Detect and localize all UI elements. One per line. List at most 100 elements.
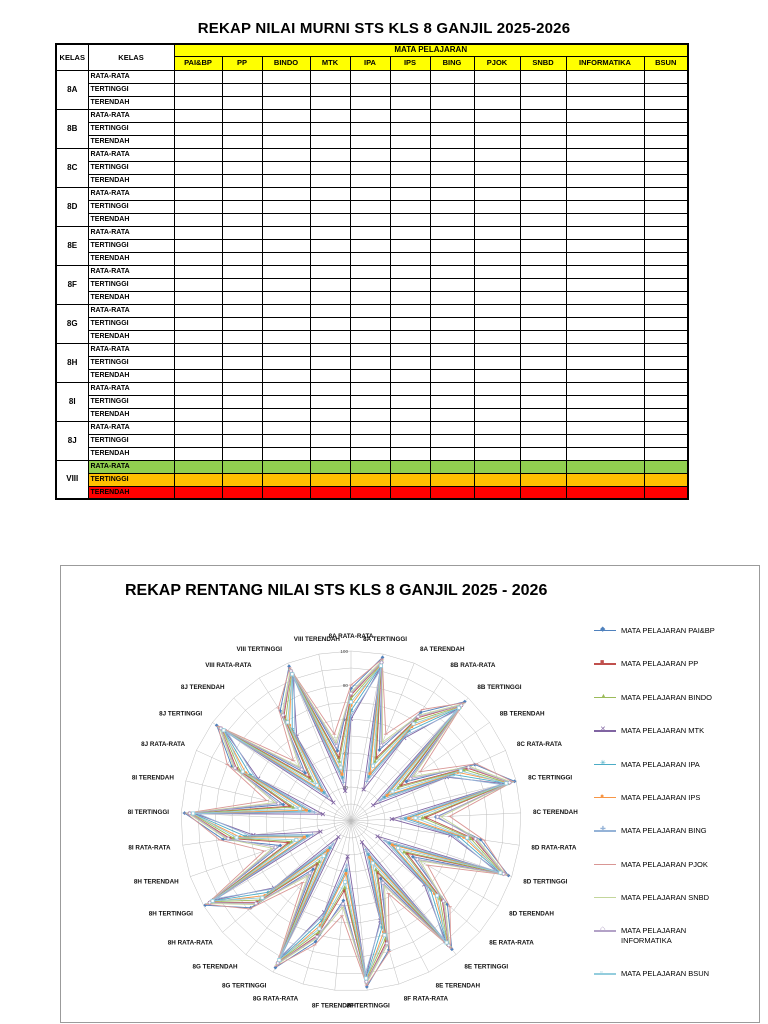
- value-cell: [309, 485, 351, 500]
- value-cell: [389, 290, 431, 305]
- value-cell: [643, 121, 689, 136]
- category-label: 8G TERTINGGI: [222, 983, 267, 990]
- value-cell: [473, 238, 521, 253]
- value-cell: [565, 186, 645, 201]
- value-cell: [565, 329, 645, 344]
- series-marker: [337, 759, 342, 763]
- series-marker: [504, 781, 509, 786]
- series-marker: [307, 870, 313, 876]
- category-label: 8I TERENDAH: [132, 774, 174, 781]
- legend-marker-icon: ◆: [594, 626, 616, 635]
- header-subject: BING: [429, 55, 475, 71]
- value-cell: [309, 316, 351, 331]
- row-label-cell: TERTINGGI: [87, 433, 175, 448]
- series-marker: [506, 873, 511, 878]
- series-marker: [187, 810, 193, 816]
- value-cell: [473, 316, 521, 331]
- series-marker: [326, 848, 330, 852]
- value-cell: [643, 264, 689, 279]
- row-label-cell: TERENDAH: [87, 134, 175, 149]
- series-marker: [273, 844, 278, 850]
- grid-spoke: [350, 820, 499, 907]
- value-cell: [221, 433, 263, 448]
- value-cell: [429, 433, 475, 448]
- series-marker: [316, 930, 321, 934]
- value-cell: [221, 407, 263, 422]
- series-marker: [294, 837, 299, 842]
- grid-spoke: [203, 820, 352, 907]
- value-cell: [221, 394, 263, 409]
- value-cell: [349, 108, 391, 123]
- series-marker: [281, 802, 286, 807]
- value-cell: [221, 173, 263, 188]
- value-cell: [473, 82, 521, 97]
- series-marker: [449, 947, 454, 952]
- value-cell: [429, 173, 475, 188]
- value-cell: [173, 342, 223, 357]
- legend-label: MATA PELAJARAN PP: [621, 659, 699, 669]
- value-cell: [565, 160, 645, 175]
- value-cell: [349, 290, 391, 305]
- class-group-cell: VIII: [55, 459, 89, 500]
- series-marker: [402, 849, 406, 854]
- value-cell: [221, 82, 263, 97]
- series-marker: [310, 832, 315, 837]
- value-cell: [309, 355, 351, 370]
- series-marker: [320, 812, 326, 817]
- value-cell: [261, 225, 311, 240]
- value-cell: [565, 342, 645, 357]
- value-cell: [349, 329, 391, 344]
- value-cell: [565, 446, 645, 461]
- value-cell: [643, 381, 689, 396]
- legend-item: ✕ MATA PELAJARAN MTK: [594, 726, 756, 735]
- value-cell: [221, 472, 263, 487]
- series-marker: [389, 816, 394, 822]
- value-cell: [261, 238, 311, 253]
- value-cell: [349, 446, 391, 461]
- value-cell: [429, 212, 475, 227]
- table-row: TERTINGGI: [56, 316, 689, 331]
- value-cell: [429, 459, 475, 474]
- value-cell: [643, 160, 689, 175]
- value-cell: [221, 342, 263, 357]
- table-row: 8E RATA-RATA: [55, 225, 689, 266]
- legend-item: ■ MATA PELAJARAN PP: [594, 659, 756, 668]
- series-marker: [382, 933, 387, 938]
- value-cell: [519, 238, 567, 253]
- category-label: 8C TERTINGGI: [528, 774, 572, 781]
- value-cell: [349, 485, 391, 500]
- value-cell: [221, 147, 263, 162]
- series-marker: [385, 793, 389, 797]
- legend-marker-icon: [594, 893, 616, 902]
- grid-spoke: [350, 677, 444, 822]
- value-cell: [473, 186, 521, 201]
- value-cell: [429, 329, 475, 344]
- series-marker: [380, 880, 386, 886]
- series-marker: [473, 836, 478, 842]
- series-marker: [240, 769, 245, 774]
- value-cell: [309, 199, 351, 214]
- series-marker: [341, 898, 346, 903]
- row-label-cell: RATA-RATA: [87, 147, 175, 162]
- value-cell: [519, 290, 567, 305]
- value-cell: [349, 121, 391, 136]
- series-marker: [349, 700, 353, 704]
- legend-item: ◇ MATA PELAJARAN INFORMATIKA: [594, 926, 756, 945]
- value-cell: [261, 173, 311, 188]
- value-cell: [261, 485, 311, 500]
- value-cell: [643, 420, 689, 435]
- value-cell: [565, 316, 645, 331]
- row-label-cell: TERENDAH: [87, 95, 175, 110]
- value-cell: [389, 329, 431, 344]
- series-marker: [349, 686, 353, 691]
- value-cell: [173, 121, 223, 136]
- table-row: TERENDAH: [56, 407, 689, 422]
- series-marker: [468, 836, 473, 841]
- series-marker: [390, 789, 395, 794]
- series-marker: [375, 834, 380, 839]
- value-cell: [643, 459, 689, 474]
- legend-item: ▫ MATA PELAJARAN BSUN: [594, 969, 756, 978]
- value-cell: [429, 134, 475, 149]
- value-cell: [309, 186, 351, 201]
- value-cell: [261, 446, 311, 461]
